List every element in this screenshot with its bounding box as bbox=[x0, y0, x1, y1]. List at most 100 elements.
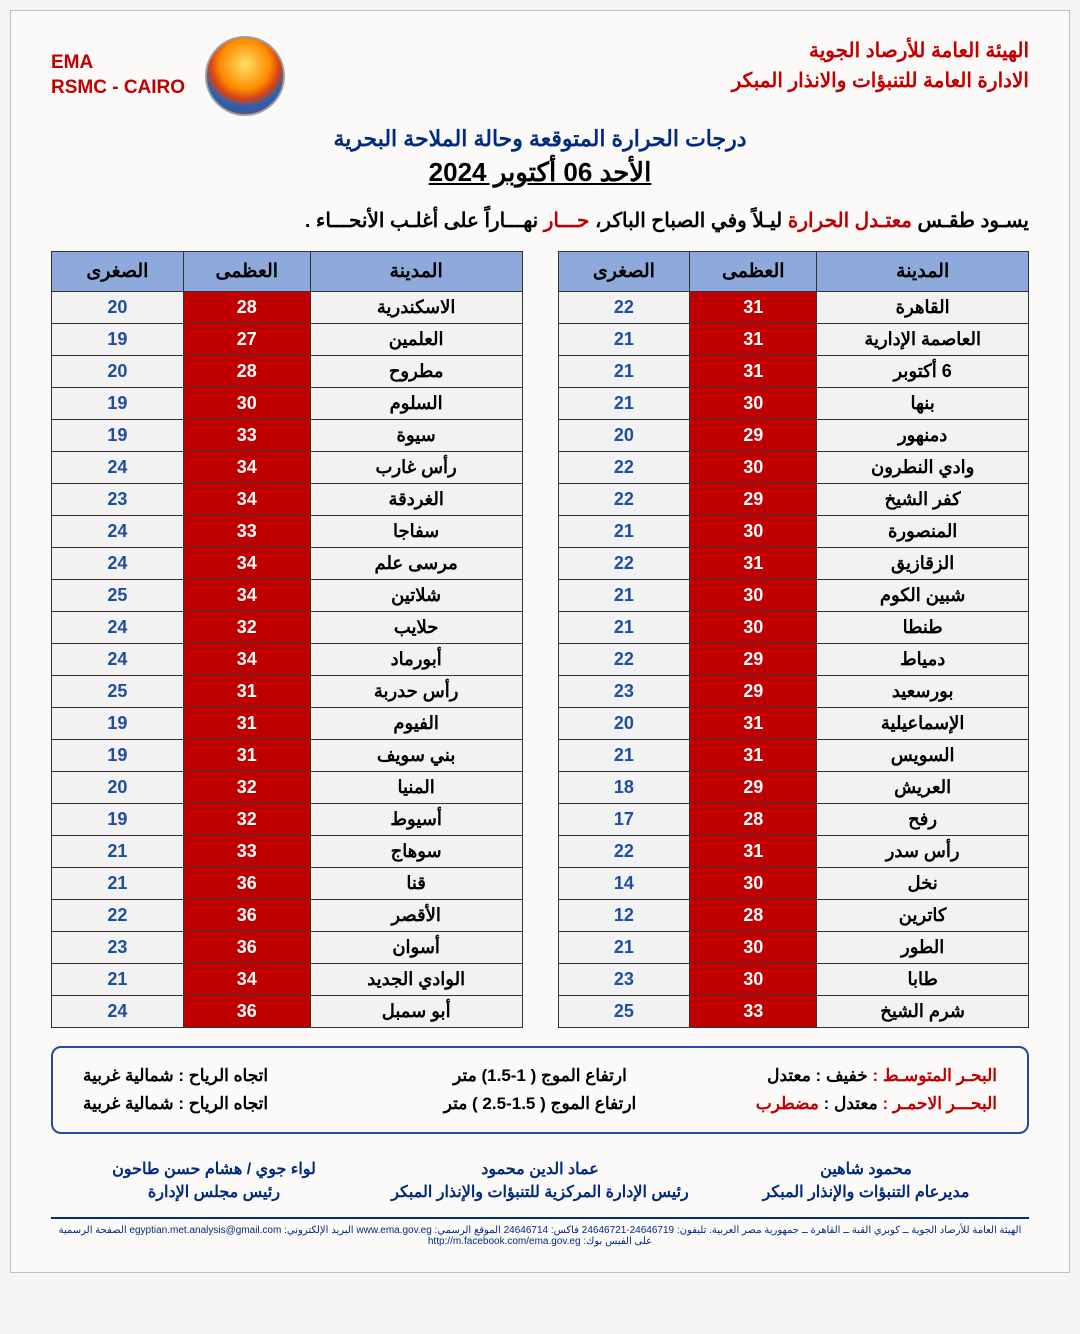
max-cell: 29 bbox=[690, 644, 817, 676]
max-cell: 28 bbox=[183, 292, 310, 324]
table-row: مطروح2820 bbox=[52, 356, 523, 388]
city-cell: سيوة bbox=[310, 420, 522, 452]
temp-table-left: المدينة العظمى الصغرى الاسكندرية2820العل… bbox=[51, 251, 523, 1028]
col-min: الصغرى bbox=[558, 252, 690, 292]
max-cell: 28 bbox=[183, 356, 310, 388]
city-cell: الوادي الجديد bbox=[310, 964, 522, 996]
table-row: رأس سدر3122 bbox=[558, 836, 1029, 868]
table-row: السلوم3019 bbox=[52, 388, 523, 420]
table-header-row: المدينة العظمى الصغرى bbox=[52, 252, 523, 292]
table-row: المنصورة3021 bbox=[558, 516, 1029, 548]
table-row: العريش2918 bbox=[558, 772, 1029, 804]
col-max: العظمى bbox=[183, 252, 310, 292]
table-row: شبين الكوم3021 bbox=[558, 580, 1029, 612]
max-cell: 36 bbox=[183, 868, 310, 900]
min-cell: 21 bbox=[558, 612, 690, 644]
table-row: طابا3023 bbox=[558, 964, 1029, 996]
max-cell: 36 bbox=[183, 996, 310, 1028]
max-cell: 32 bbox=[183, 804, 310, 836]
min-cell: 14 bbox=[558, 868, 690, 900]
city-cell: الطور bbox=[817, 932, 1029, 964]
min-cell: 24 bbox=[52, 452, 184, 484]
table-row: شلاتين3425 bbox=[52, 580, 523, 612]
city-cell: طنطا bbox=[817, 612, 1029, 644]
city-cell: قنا bbox=[310, 868, 522, 900]
min-cell: 12 bbox=[558, 900, 690, 932]
min-cell: 25 bbox=[52, 676, 184, 708]
min-cell: 19 bbox=[52, 804, 184, 836]
city-cell: أبو سمبل bbox=[310, 996, 522, 1028]
sig-title: رئيس الإدارة المركزية للتنبؤات والإنذار … bbox=[377, 1182, 703, 1202]
sea-state-box: البحـر المتوسـط : خفيف : معتدل ارتفاع ال… bbox=[51, 1046, 1029, 1134]
max-cell: 36 bbox=[183, 900, 310, 932]
min-cell: 25 bbox=[558, 996, 690, 1028]
table-row: أسوان3623 bbox=[52, 932, 523, 964]
max-cell: 31 bbox=[690, 740, 817, 772]
max-cell: 34 bbox=[183, 644, 310, 676]
city-cell: شلاتين bbox=[310, 580, 522, 612]
city-cell: أسوان bbox=[310, 932, 522, 964]
city-cell: شرم الشيخ bbox=[817, 996, 1029, 1028]
ema-logo-icon bbox=[205, 36, 285, 116]
city-cell: الغردقة bbox=[310, 484, 522, 516]
table-header-row: المدينة العظمى الصغرى bbox=[558, 252, 1029, 292]
max-cell: 34 bbox=[183, 484, 310, 516]
min-cell: 22 bbox=[558, 484, 690, 516]
footer-contact: الهيئة العامة للأرصاد الجوية ــ كوبري ال… bbox=[51, 1217, 1029, 1247]
table-row: رأس حدربة3125 bbox=[52, 676, 523, 708]
min-cell: 24 bbox=[52, 548, 184, 580]
max-cell: 27 bbox=[183, 324, 310, 356]
table-row: رفح2817 bbox=[558, 804, 1029, 836]
summary-part1: يسـود طقـس bbox=[918, 210, 1029, 232]
min-cell: 22 bbox=[558, 836, 690, 868]
table-row: القاهرة3122 bbox=[558, 292, 1029, 324]
table-row: سيوة3319 bbox=[52, 420, 523, 452]
col-min: الصغرى bbox=[52, 252, 184, 292]
max-cell: 30 bbox=[183, 388, 310, 420]
summary-part5: نهـــاراً على أغلـب الأنحـــاء . bbox=[305, 210, 538, 232]
max-cell: 30 bbox=[690, 868, 817, 900]
table-row: بورسعيد2923 bbox=[558, 676, 1029, 708]
table-row: العلمين2719 bbox=[52, 324, 523, 356]
city-cell: دمنهور bbox=[817, 420, 1029, 452]
city-cell: المنصورة bbox=[817, 516, 1029, 548]
city-cell: أسيوط bbox=[310, 804, 522, 836]
min-cell: 21 bbox=[558, 516, 690, 548]
title-block: درجات الحرارة المتوقعة وحالة الملاحة الب… bbox=[51, 126, 1029, 188]
min-cell: 24 bbox=[52, 644, 184, 676]
max-cell: 31 bbox=[690, 292, 817, 324]
max-cell: 34 bbox=[183, 964, 310, 996]
summary-part2: معتـدل الحرارة bbox=[782, 210, 917, 232]
city-cell: كاترين bbox=[817, 900, 1029, 932]
max-cell: 36 bbox=[183, 932, 310, 964]
col-max: العظمى bbox=[690, 252, 817, 292]
col-city: المدينة bbox=[817, 252, 1029, 292]
sea-red-wave: ارتفاع الموج ( 1.5-2.5 ) متر bbox=[388, 1094, 693, 1114]
city-cell: الإسماعيلية bbox=[817, 708, 1029, 740]
max-cell: 30 bbox=[690, 612, 817, 644]
city-cell: نخل bbox=[817, 868, 1029, 900]
min-cell: 23 bbox=[52, 484, 184, 516]
table-row: كاترين2812 bbox=[558, 900, 1029, 932]
max-cell: 29 bbox=[690, 420, 817, 452]
city-cell: رأس حدربة bbox=[310, 676, 522, 708]
sea-med-state: البحـر المتوسـط : خفيف : معتدل bbox=[692, 1066, 997, 1086]
header-left: EMA RSMC - CAIRO bbox=[51, 36, 285, 116]
city-cell: العاصمة الإدارية bbox=[817, 324, 1029, 356]
min-cell: 22 bbox=[558, 644, 690, 676]
org-title-2: الادارة العامة للتنبؤات والانذار المبكر bbox=[732, 66, 1029, 96]
city-cell: كفر الشيخ bbox=[817, 484, 1029, 516]
min-cell: 20 bbox=[52, 356, 184, 388]
table-row: طنطا3021 bbox=[558, 612, 1029, 644]
city-cell: سوهاج bbox=[310, 836, 522, 868]
city-cell: رأس سدر bbox=[817, 836, 1029, 868]
temp-table-right: المدينة العظمى الصغرى القاهرة3122العاصمة… bbox=[558, 251, 1030, 1028]
city-cell: حلايب bbox=[310, 612, 522, 644]
signatures: محمود شاهين مديرعام التنبؤات والإنذار ال… bbox=[51, 1159, 1029, 1202]
city-cell: المنيا bbox=[310, 772, 522, 804]
min-cell: 21 bbox=[558, 580, 690, 612]
min-cell: 21 bbox=[52, 964, 184, 996]
city-cell: العريش bbox=[817, 772, 1029, 804]
sea-red-wind: اتجاه الرياح : شمالية غربية bbox=[83, 1094, 388, 1114]
sig-name: لواء جوي / هشام حسن طاحون bbox=[51, 1159, 377, 1179]
